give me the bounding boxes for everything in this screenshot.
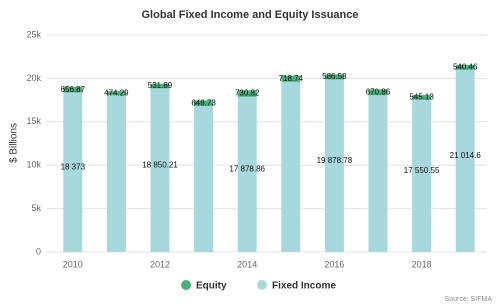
y-tick-label: 25k: [26, 29, 41, 39]
value-label: 586.58: [322, 72, 347, 81]
bar-segment: [63, 92, 83, 252]
bar-segment: [455, 64, 475, 70]
bar-segment: [194, 100, 214, 107]
value-label: 17 550.55: [404, 166, 440, 175]
value-label: 718.74: [279, 74, 304, 83]
bar-segment: [368, 95, 388, 252]
value-label: 545.13: [409, 92, 434, 101]
bar-segment: [106, 91, 126, 96]
value-label: 656.87: [61, 85, 86, 94]
bar-segment: [324, 74, 344, 80]
value-label: 670.86: [366, 87, 391, 96]
legend-marker: [257, 280, 267, 290]
bar-segment: [150, 83, 170, 89]
bar-segment: [106, 95, 126, 253]
bar-segment: [63, 86, 83, 93]
value-label: 531.89: [148, 81, 173, 90]
value-label: 18 373: [61, 162, 86, 171]
x-tick-label: 2018: [412, 259, 432, 269]
y-tick-label: 15k: [26, 116, 41, 126]
bar-segment: [412, 94, 432, 100]
bar-segment: [455, 69, 475, 253]
legend-label: Fixed Income: [272, 281, 336, 292]
legend-marker: [181, 280, 191, 290]
bar-segment: [281, 75, 301, 82]
bar-segment: [237, 96, 257, 252]
y-tick-label: 20k: [26, 73, 41, 83]
x-tick-label: 2016: [324, 259, 344, 269]
bar-segment: [237, 90, 257, 97]
y-tick-label: 5k: [31, 203, 41, 213]
value-label: 19 878.78: [317, 156, 353, 165]
bar-segment: [412, 99, 432, 252]
y-tick-label: 0: [36, 246, 41, 256]
bar-segment: [150, 88, 170, 252]
value-label: 540.46: [453, 62, 478, 71]
value-label: 21 014.6: [450, 151, 482, 160]
x-tick-label: 2010: [63, 259, 83, 269]
bar-segment: [324, 79, 344, 253]
legend-label: Equity: [196, 281, 227, 292]
value-label: 730.82: [235, 89, 260, 98]
chart-title: Global Fixed Income and Equity Issuance: [142, 9, 359, 21]
y-axis-label: $ Billions: [9, 123, 20, 163]
source: Source: SIFMA: [445, 296, 493, 303]
y-tick-label: 10k: [26, 160, 41, 170]
value-label: 474.29: [104, 88, 129, 97]
bar-segment: [281, 81, 301, 252]
value-label: 18 850.21: [142, 160, 178, 169]
value-label: 17 878.86: [229, 165, 265, 174]
x-tick-label: 2014: [237, 259, 257, 269]
bar-segment: [194, 106, 214, 252]
value-label: 648.73: [191, 98, 216, 107]
x-tick-label: 2012: [150, 259, 170, 269]
bar-segment: [368, 89, 388, 96]
